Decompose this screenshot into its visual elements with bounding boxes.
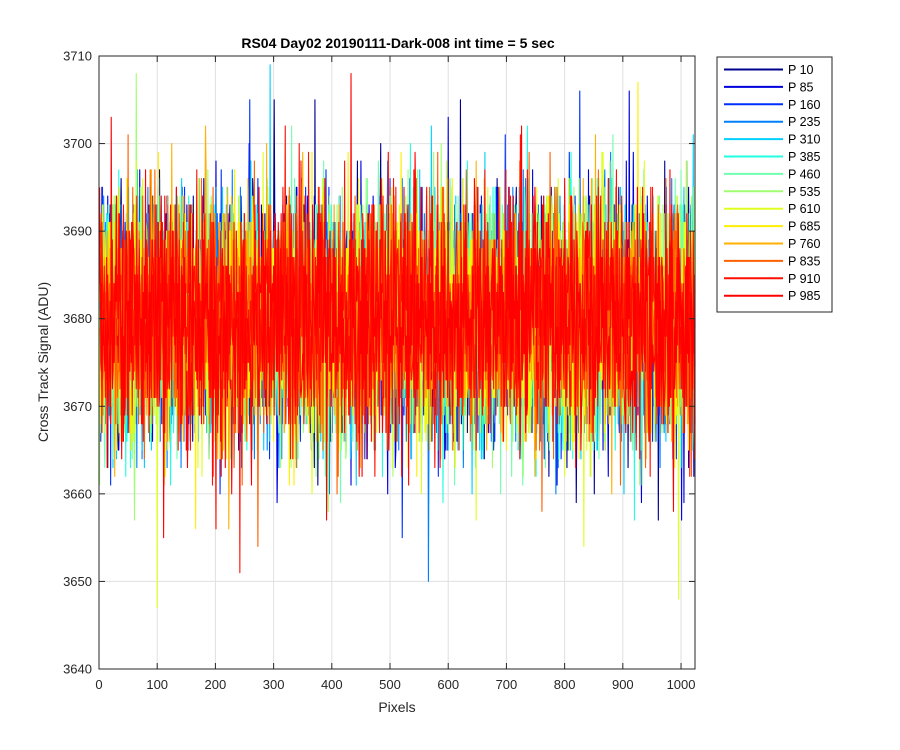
y-tick-label: 3640	[63, 662, 92, 677]
legend-label: P 10	[788, 63, 814, 77]
legend-label: P 385	[788, 150, 820, 164]
x-tick-label: 900	[612, 677, 634, 692]
legend-label: P 610	[788, 202, 820, 216]
x-axis-label: Pixels	[378, 699, 415, 715]
x-tick-label: 200	[205, 677, 227, 692]
y-tick-label: 3680	[63, 311, 92, 326]
x-tick-label: 300	[263, 677, 285, 692]
legend-box	[716, 56, 833, 313]
plot-frame	[98, 55, 696, 670]
chart-title: RS04 Day02 20190111-Dark-008 int time = …	[241, 35, 554, 51]
series-line-p-985	[99, 72, 696, 539]
x-tick-label: 400	[321, 677, 343, 692]
legend: P 10 P 85 P 160 P 235 P 310 P 385 P 460 P 535 P …	[716, 56, 833, 313]
y-tick-label: 3660	[63, 486, 92, 501]
series-lines	[99, 64, 696, 609]
x-tick-label: 1000	[667, 677, 696, 692]
x-tick-label: 800	[554, 677, 576, 692]
y-tick-label: 3690	[63, 224, 92, 239]
legend-label: P 85	[788, 80, 814, 94]
x-tick-label: 600	[437, 677, 459, 692]
x-tick-label: 100	[146, 677, 168, 692]
legend-label: P 910	[788, 272, 820, 286]
legend-label: P 310	[788, 133, 820, 147]
x-tick-label: 500	[379, 677, 401, 692]
y-tick-label: 3700	[63, 136, 92, 151]
y-tick-label: 3670	[63, 399, 92, 414]
legend-label: P 235	[788, 115, 820, 129]
x-tick-label: 700	[496, 677, 518, 692]
legend-label: P 460	[788, 167, 820, 181]
y-axis-label: Cross Track Signal (ADU)	[35, 282, 51, 442]
legend-label: P 160	[788, 98, 820, 112]
axis-ticks: 0 100 200 300 400 500 600 700 800 900 1000 3640 3650…	[63, 49, 695, 693]
x-tick-label: 0	[95, 677, 102, 692]
legend-label: P 685	[788, 220, 820, 234]
y-tick-label: 3710	[63, 49, 92, 64]
legend-items: P 10 P 85 P 160 P 235 P 310 P 385 P 460 P 535 P …	[724, 63, 820, 303]
y-tick-label: 3650	[63, 574, 92, 589]
legend-label: P 760	[788, 237, 820, 251]
legend-label: P 535	[788, 185, 820, 199]
legend-label: P 835	[788, 254, 820, 268]
legend-label: P 985	[788, 289, 820, 303]
